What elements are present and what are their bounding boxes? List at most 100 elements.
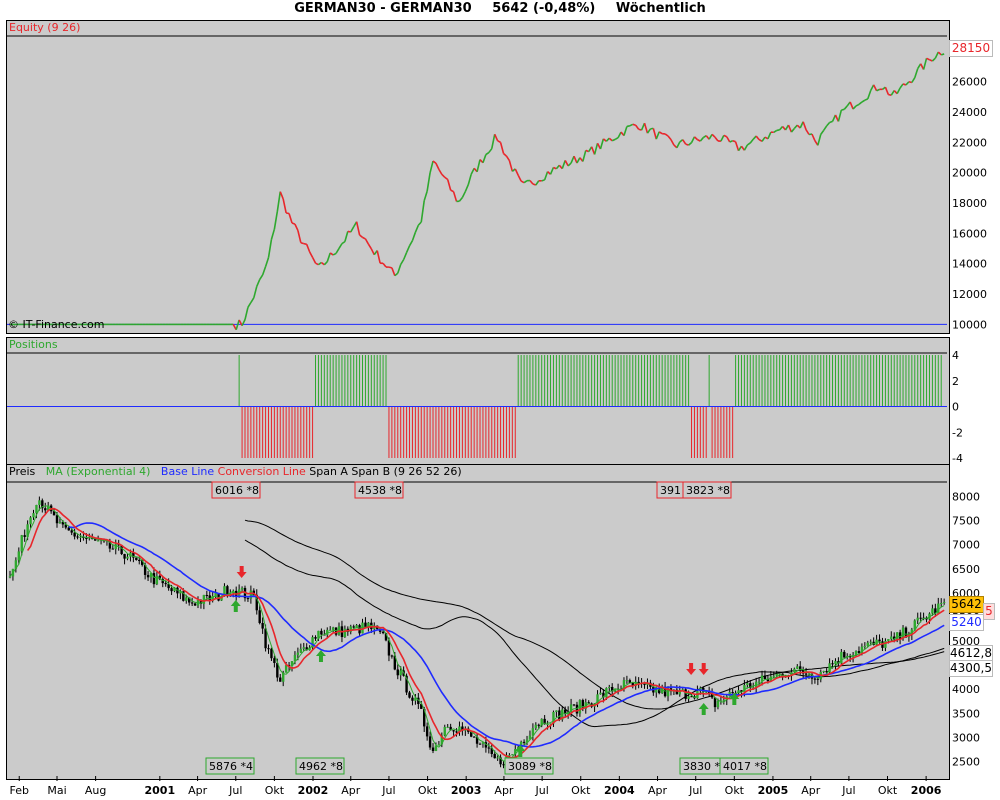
price-candle-body [722,699,726,701]
price-candle-body [249,590,253,599]
price-candle-body [440,735,444,745]
price-candle-body [214,593,217,597]
equity-segment [699,137,704,142]
x-tick-label: 2003 [451,784,482,797]
price-panel[interactable]: Preis MA (Exponential 4) Base Line Conve… [6,464,950,780]
x-tick-label: Okt [418,784,438,797]
equity-segment [802,121,807,131]
price-candle-body [67,527,70,531]
price-candle-body [361,622,364,634]
price-candle-body [569,704,573,712]
price-candle-body [367,622,370,628]
equity-segment [300,241,304,245]
price-candle-body [405,675,408,693]
legend-base-line: Base Line [160,465,215,478]
price-candle-body [555,710,558,712]
x-tick-label: Jul [228,784,242,797]
equity-segment [776,129,780,132]
equity-segment [261,266,267,276]
price-candle-body [26,524,29,537]
annotation-label: 4962 *8 [299,760,343,773]
price-candle-body [869,641,872,643]
price-candle-body [8,576,12,578]
positions-panel[interactable]: Positions [6,337,950,465]
equity-segment [347,230,351,233]
equity-segment [614,137,619,141]
price-candle-body [675,689,679,695]
equity-segment [743,144,749,151]
equity-segment [567,162,572,167]
equity-panel[interactable]: Equity (9 26) [6,20,950,334]
equity-segment [643,122,649,134]
price-candle-body [878,639,881,642]
x-tick-label: Mai [47,784,66,797]
buy-arrow-icon [515,745,526,757]
price-candle-body [152,573,156,585]
equity-segment [911,77,916,83]
price-candle-body [898,632,902,639]
equity-segment [576,157,581,164]
price-candle-body [666,688,670,697]
equity-segment [688,142,693,146]
price-candle-body [622,680,626,690]
equity-y-tick: 20000 [952,167,987,180]
equity-segment [508,160,514,172]
price-candle-body [549,723,552,725]
price-candle-body [608,686,611,689]
equity-segment [335,248,340,254]
x-tick-label: Feb [9,784,28,797]
price-y-tick: 4000 [952,683,980,696]
equity-current-value: 28150 [949,40,993,57]
price-candle-body [637,681,640,683]
equity-segment [238,319,243,327]
price-candle-body [716,701,720,708]
equity-segment [858,101,863,106]
price-candle-body [240,587,244,590]
price-candle-body [940,602,943,604]
equity-segment [890,90,895,96]
price-candle-body [931,608,934,614]
equity-segment [288,213,293,224]
price-candle-body [775,673,778,676]
equity-y-tick: 22000 [952,136,987,149]
equity-segment [708,133,713,140]
price-candle-body [534,724,538,729]
price-candle-body [61,521,65,525]
equity-y-tick: 18000 [952,197,987,210]
price-candle-body [470,731,473,737]
price-candle-body [772,675,775,677]
price-candle-body [493,753,496,759]
sell-arrow-icon [686,663,697,675]
equity-segment [517,174,522,182]
equity-segment [758,138,763,143]
price-candle-body [581,700,585,709]
equity-segment [823,125,828,131]
x-tick-label: Apr [494,784,514,797]
price-candle-body [111,548,115,550]
equity-segment [843,105,848,110]
equity-segment [817,134,822,146]
price-candle-body [514,748,517,755]
equity-segment [267,239,273,258]
x-tick-label: Jul [841,784,855,797]
price-candle-body [854,651,858,656]
buy-arrow-icon [230,600,241,612]
equity-segment [520,180,525,184]
x-tick-label: Apr [801,784,821,797]
x-tick-label: 2004 [604,784,635,797]
equity-segment [926,57,930,61]
equity-segment [820,129,825,135]
equity-segment [693,136,698,141]
price-candle-body [443,726,446,736]
price-candle-body [302,647,305,649]
equity-segment [341,240,346,245]
price-candle-body [760,675,764,682]
price-candle-body [314,637,317,639]
equity-segment [264,257,270,267]
price-candle-body [937,603,940,614]
equity-segment [305,244,311,253]
x-tick-label: 2001 [145,784,176,797]
equity-segment [599,138,605,150]
equity-segment [682,139,687,145]
price-candle-body [655,687,658,693]
